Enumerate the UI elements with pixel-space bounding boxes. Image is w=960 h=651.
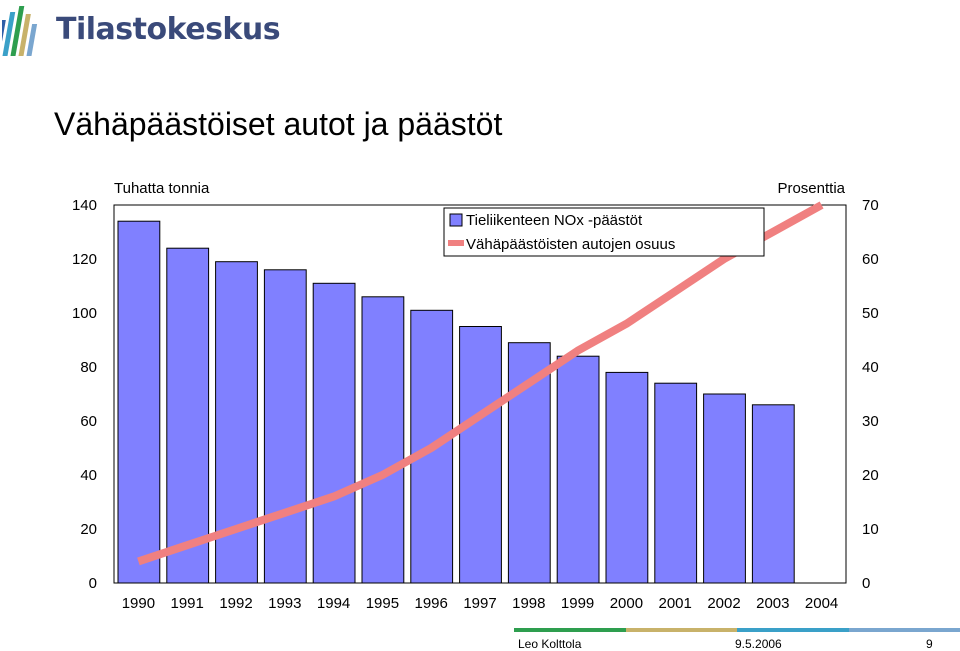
- x-tick-label: 1995: [366, 595, 399, 612]
- x-tick-label: 2003: [756, 595, 789, 612]
- x-tick-label: 2001: [659, 595, 692, 612]
- y2-tick-label: 10: [862, 521, 879, 538]
- x-tick-label: 2004: [805, 595, 838, 612]
- y-tick-label: 100: [72, 305, 97, 322]
- bar: [361, 296, 405, 584]
- y-axis-title: Tuhatta tonnia: [114, 180, 210, 197]
- x-tick-label: 2002: [707, 595, 740, 612]
- x-tick-label: 1991: [171, 595, 204, 612]
- y-tick-label: 20: [80, 521, 97, 538]
- y2-tick-label: 0: [862, 575, 870, 592]
- bar: [117, 220, 161, 584]
- footer-color-bar: [514, 628, 960, 632]
- bar: [312, 282, 356, 584]
- legend-swatch-bar: [449, 213, 463, 227]
- x-tick-label: 2000: [610, 595, 643, 612]
- chart: 0 20 40 60 80 100 120 140 0 10 20 30 40 50 60 70 Tuhatta…: [72, 180, 879, 612]
- series-line: [137, 201, 824, 566]
- y2-tick-label: 60: [862, 251, 879, 268]
- x-tick-label: 1992: [219, 595, 252, 612]
- x-tick-label: 1998: [512, 595, 545, 612]
- bar: [556, 355, 600, 584]
- legend-label: Vähäpäästöisten autojen osuus: [466, 236, 675, 253]
- footer-author: Leo Kolttola: [518, 637, 582, 651]
- y-tick-label: 80: [80, 359, 97, 376]
- y-tick-label: 120: [72, 251, 97, 268]
- bar: [459, 326, 502, 584]
- bar: [166, 247, 210, 584]
- logo-text: Tilastokeskus: [56, 12, 281, 47]
- y2-tick-label: 40: [862, 359, 879, 376]
- x-tick-label: 1993: [268, 595, 301, 612]
- x-tick-label: 1990: [122, 595, 155, 612]
- y2-tick-label: 30: [862, 413, 879, 430]
- y2-axis-title: Prosenttia: [777, 180, 845, 197]
- y-tick-label: 40: [80, 467, 97, 484]
- y-tick-label: 0: [89, 575, 97, 592]
- bar: [703, 393, 746, 584]
- bar: [751, 404, 795, 584]
- x-tick-label: 1994: [317, 595, 350, 612]
- page-title: Vähäpäästöiset autot ja päästöt: [54, 106, 503, 142]
- y2-tick-label: 70: [862, 197, 879, 214]
- x-tick-label: 1997: [463, 595, 496, 612]
- x-tick-label: 1999: [561, 595, 594, 612]
- bar: [605, 371, 649, 584]
- footer-page-number: 9: [926, 637, 933, 651]
- bar: [654, 382, 698, 584]
- logo-mark-icon: [2, 6, 38, 56]
- bar: [263, 269, 307, 584]
- y2-tick-label: 50: [862, 305, 879, 322]
- bar: [507, 342, 551, 584]
- footer-date: 9.5.2006: [735, 637, 782, 651]
- x-tick-label: 1996: [415, 595, 448, 612]
- legend-box: [443, 207, 765, 257]
- legend-label: Tieliikenteen NOx -päästöt: [466, 212, 643, 229]
- y2-tick-label: 20: [862, 467, 879, 484]
- y-tick-label: 140: [72, 197, 97, 214]
- y-tick-label: 60: [80, 413, 97, 430]
